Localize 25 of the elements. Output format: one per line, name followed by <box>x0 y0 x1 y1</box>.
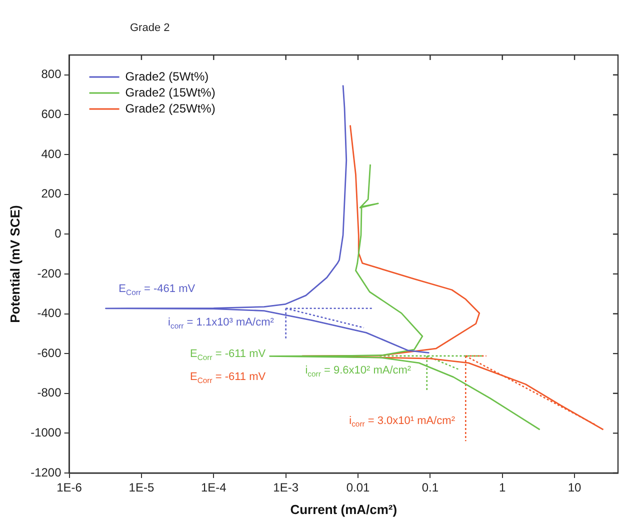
y-axis-title: Potential (mV SCE) <box>7 205 22 323</box>
y-tick-label: -1000 <box>30 426 62 440</box>
x-tick-label: 1E-4 <box>200 480 227 495</box>
x-tick-label: 0.1 <box>422 480 439 495</box>
y-tick-label: 400 <box>41 146 62 161</box>
x-tick-label: 1 <box>499 480 506 495</box>
y-tick-label: 0 <box>54 226 62 240</box>
y-tick-label: 600 <box>41 107 62 122</box>
y-tick-label: -200 <box>37 266 62 280</box>
y-tick-label: -600 <box>37 346 62 360</box>
y-tick-label: 200 <box>41 186 62 201</box>
legend-label: Grade2 (5Wt%) <box>125 69 209 84</box>
x-axis-title: Current (mA/cm²) <box>290 502 398 517</box>
y-tick-label: -800 <box>37 386 62 400</box>
legend-label: Grade2 (15Wt%) <box>125 85 216 100</box>
legend-label: Grade2 (25Wt%) <box>125 101 216 116</box>
x-tick-label: 10 <box>568 480 582 495</box>
y-tick-label: -1200 <box>30 465 62 480</box>
x-tick-label: 0.01 <box>346 480 370 495</box>
x-tick-label: 1E-3 <box>273 480 299 495</box>
chart-title: Grade 2 <box>130 22 170 34</box>
y-tick-label: -400 <box>37 306 62 320</box>
x-tick-label: 1E-5 <box>128 480 154 495</box>
y-tick-label: 800 <box>41 67 62 82</box>
x-tick-label: 1E-6 <box>56 480 82 495</box>
